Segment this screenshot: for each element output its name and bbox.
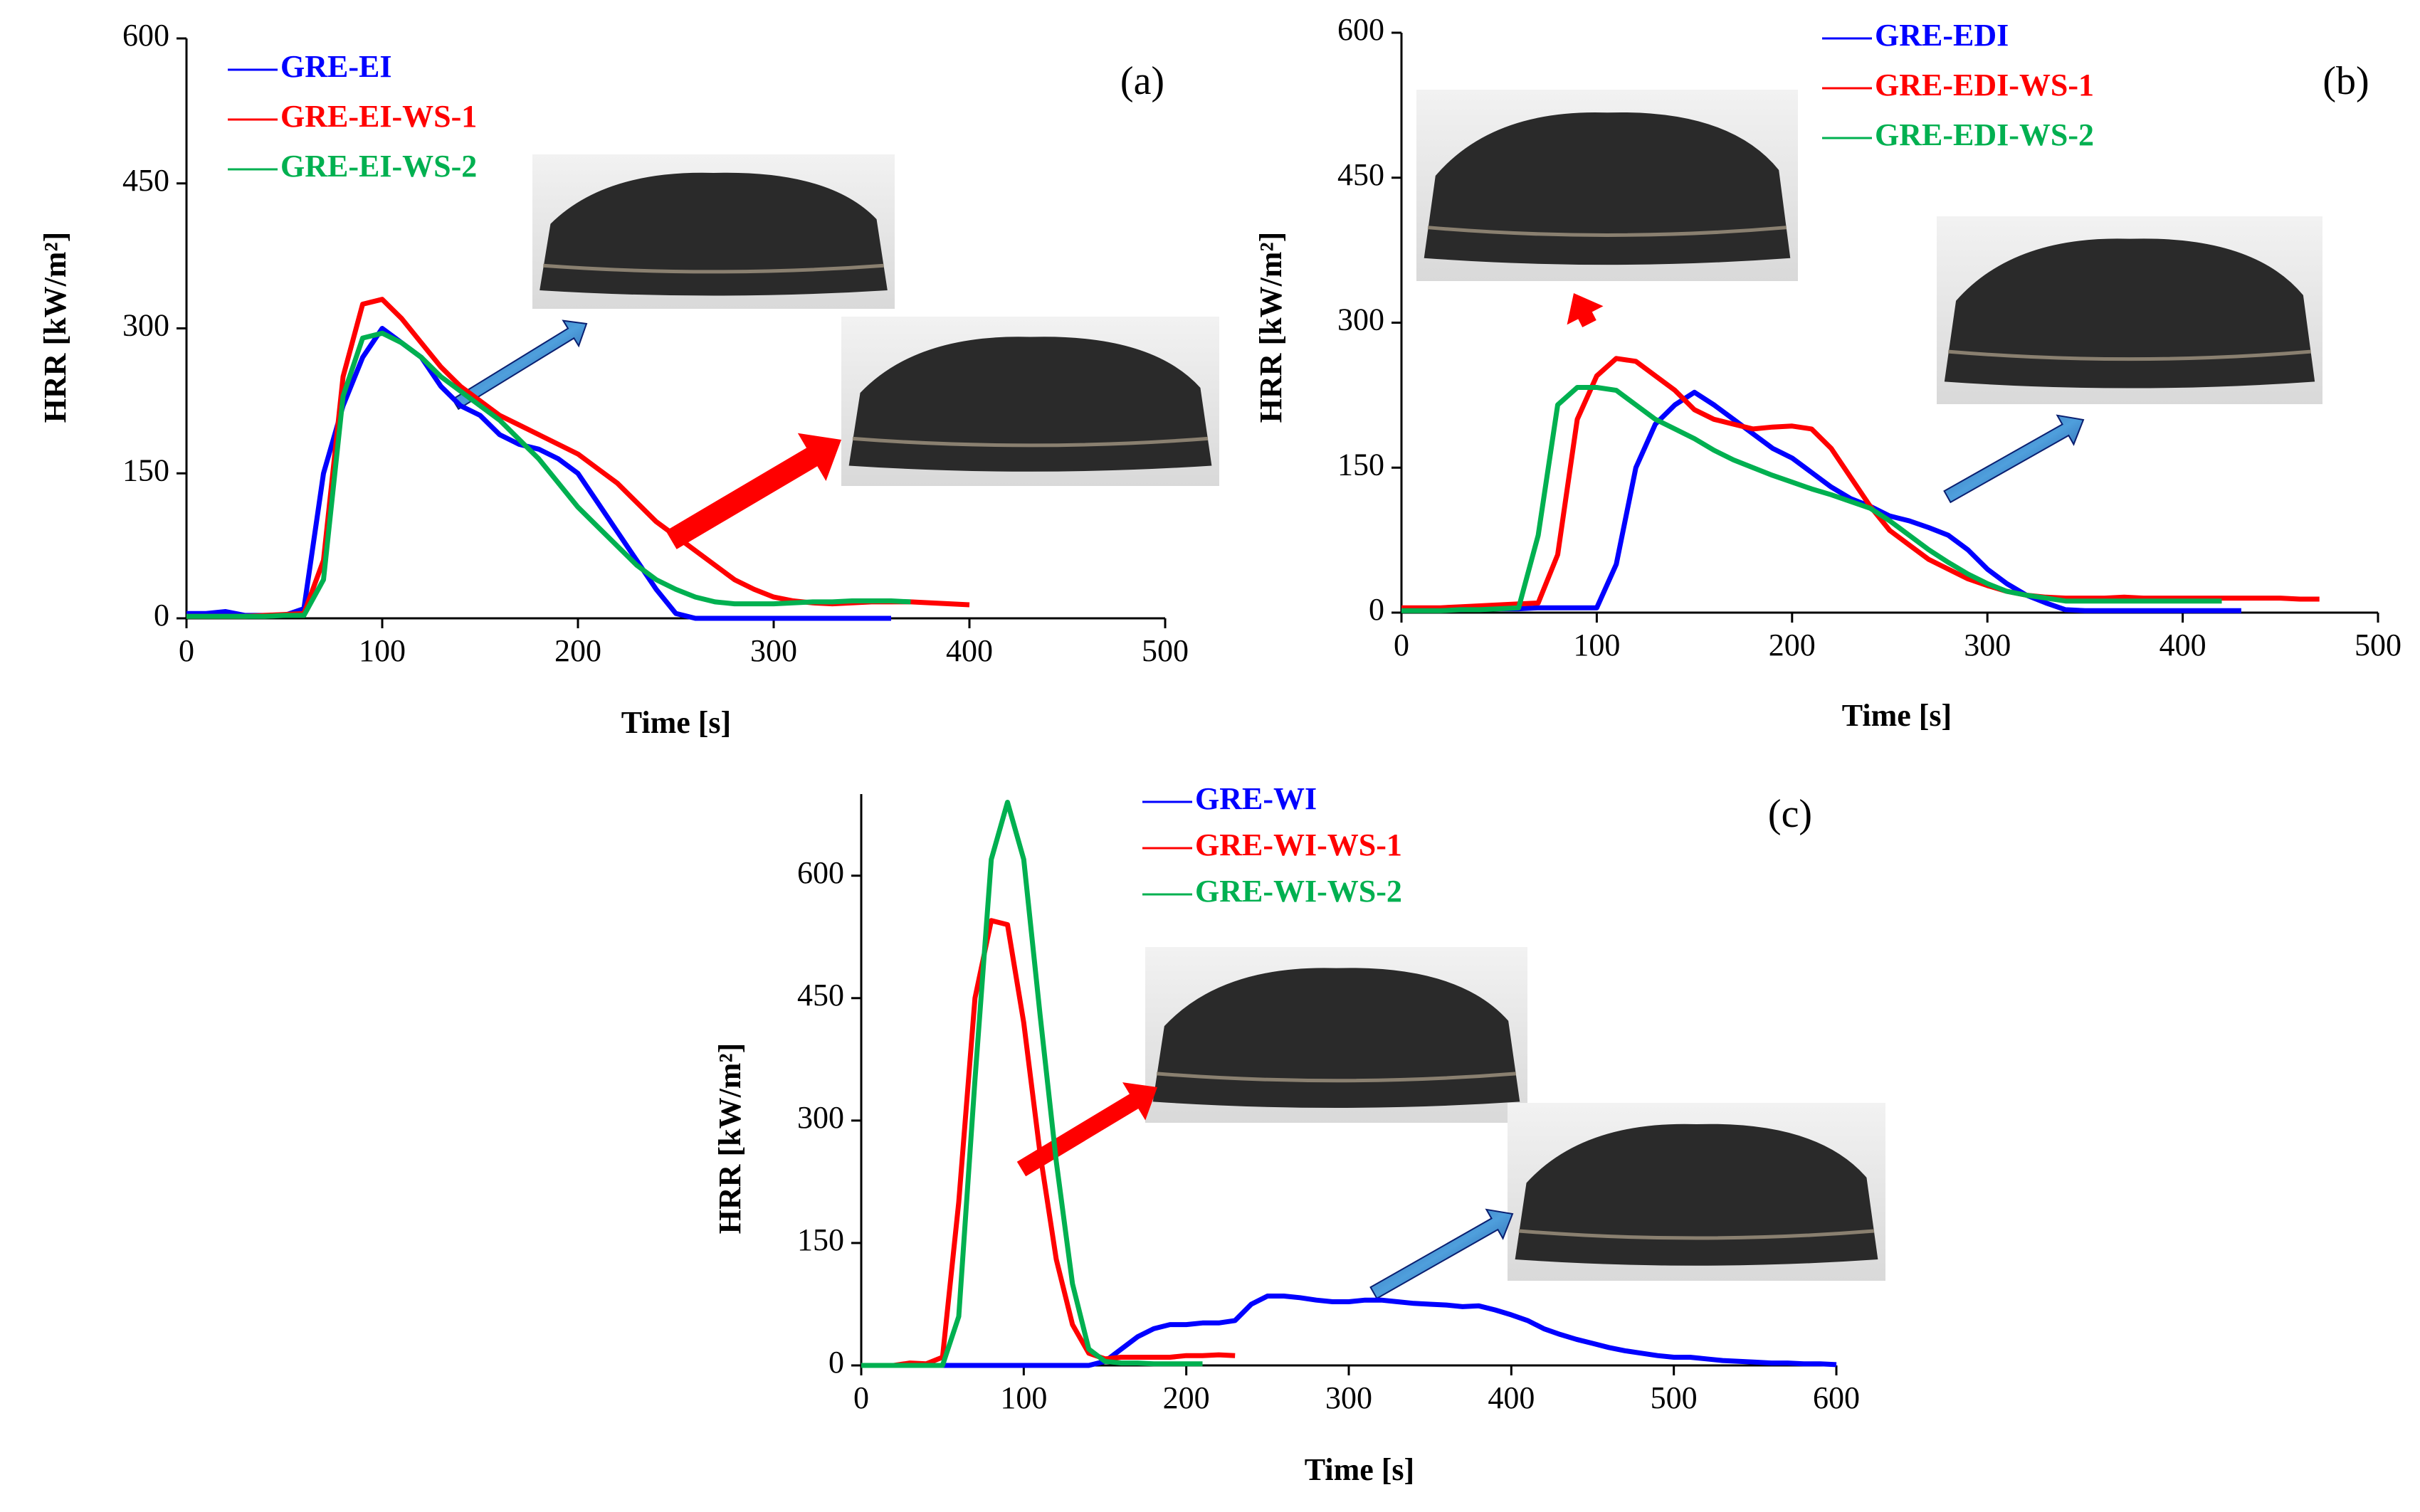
series-line <box>1401 389 2241 613</box>
x-tick-label: 400 <box>1488 1380 1535 1415</box>
x-tick-label: 400 <box>2159 628 2206 662</box>
y-axis-label: HRR [kW/m²] <box>38 232 73 423</box>
series-line <box>861 1294 1837 1368</box>
legend-label: GRE-EDI <box>1875 18 2009 53</box>
legend-label: GRE-EDI-WS-2 <box>1875 117 2094 152</box>
char-photo-layer <box>1518 1229 1875 1240</box>
x-tick-label: 0 <box>853 1380 869 1415</box>
x-tick-label: 500 <box>2355 628 2401 662</box>
y-tick-label: 450 <box>122 163 169 198</box>
char-photo <box>540 172 888 296</box>
y-tick-label: 0 <box>1369 592 1384 627</box>
arrow <box>1016 1082 1157 1177</box>
x-tick-label: 400 <box>946 633 993 668</box>
y-tick-label: 150 <box>122 453 169 487</box>
x-tick-label: 200 <box>554 633 601 668</box>
x-tick-label: 200 <box>1163 1380 1210 1415</box>
x-tick-label: 600 <box>1813 1380 1860 1415</box>
y-tick-label: 300 <box>797 1100 844 1135</box>
char-photo <box>1152 968 1520 1109</box>
char-photo-layer <box>543 263 884 274</box>
y-tick-label: 600 <box>1337 12 1384 47</box>
y-axis-label: HRR [kW/m²] <box>712 1043 747 1235</box>
series-line <box>1401 385 2222 613</box>
legend-label: GRE-WI-WS-1 <box>1195 828 1402 862</box>
y-tick-label: 150 <box>1337 447 1384 482</box>
x-tick-label: 0 <box>1394 628 1409 662</box>
panel-label: (b) <box>2322 59 2369 103</box>
legend-label: GRE-EDI-WS-1 <box>1875 68 2094 102</box>
x-tick-label: 0 <box>179 633 194 668</box>
panel-label: (c) <box>1768 792 1812 836</box>
x-axis-label: Time [s] <box>1305 1452 1414 1487</box>
series-line <box>186 330 911 619</box>
char-photo-layer <box>1427 226 1787 237</box>
arrow <box>1369 1208 1514 1300</box>
legend-label: GRE-WI <box>1195 781 1317 816</box>
x-axis-label: Time [s] <box>621 705 731 740</box>
legend-label: GRE-EI-WS-1 <box>280 99 477 134</box>
y-tick-label: 300 <box>1337 302 1384 337</box>
char-photo-layer <box>1948 349 2311 361</box>
x-tick-label: 100 <box>359 633 406 668</box>
char-photo-layer <box>852 436 1209 448</box>
arrow <box>1943 414 2085 504</box>
legend-label: GRE-EI <box>280 49 391 84</box>
panel-label: (a) <box>1120 59 1164 103</box>
y-tick-label: 0 <box>828 1345 844 1380</box>
arrow <box>1567 293 1604 328</box>
x-tick-label: 100 <box>1000 1380 1047 1415</box>
x-tick-label: 200 <box>1769 628 1816 662</box>
y-tick-label: 0 <box>154 598 169 633</box>
char-photo <box>848 337 1212 472</box>
series-line <box>861 800 1203 1368</box>
x-tick-label: 300 <box>1325 1380 1372 1415</box>
x-tick-label: 100 <box>1573 628 1620 662</box>
char-photo <box>1424 112 1791 265</box>
legend-label: GRE-WI-WS-2 <box>1195 874 1402 909</box>
series-line <box>1401 356 2320 610</box>
x-tick-label: 500 <box>1142 633 1189 668</box>
y-tick-label: 600 <box>122 18 169 53</box>
x-axis-label: Time [s] <box>1842 698 1952 733</box>
y-axis-label: HRR [kW/m²] <box>1253 232 1288 423</box>
y-tick-label: 300 <box>122 308 169 343</box>
y-tick-label: 600 <box>797 855 844 890</box>
x-tick-label: 300 <box>1964 628 2011 662</box>
char-photo <box>1944 238 2315 388</box>
x-tick-label: 500 <box>1651 1380 1698 1415</box>
y-tick-label: 450 <box>1337 157 1384 192</box>
char-photo-layer <box>1156 1072 1517 1083</box>
y-tick-label: 150 <box>797 1222 844 1257</box>
y-tick-label: 450 <box>797 978 844 1013</box>
x-tick-label: 300 <box>750 633 797 668</box>
arrow <box>451 319 588 411</box>
legend-label: GRE-EI-WS-2 <box>280 149 477 184</box>
char-photo <box>1515 1124 1878 1266</box>
arrow <box>666 433 841 549</box>
